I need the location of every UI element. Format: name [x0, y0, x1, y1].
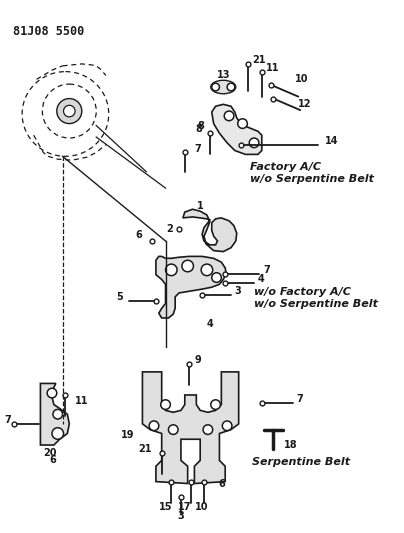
Circle shape	[222, 421, 232, 431]
Text: 18: 18	[284, 440, 297, 450]
Circle shape	[53, 409, 63, 419]
Text: 17: 17	[178, 502, 191, 512]
Text: 7: 7	[264, 265, 270, 275]
Text: 5: 5	[116, 292, 123, 302]
Text: 7: 7	[297, 394, 303, 404]
Text: 3: 3	[235, 286, 242, 296]
Text: 21: 21	[139, 444, 152, 454]
Text: 6: 6	[218, 479, 225, 489]
Text: Serpentine Belt: Serpentine Belt	[252, 457, 350, 466]
Text: 19: 19	[121, 431, 135, 440]
Text: 9: 9	[194, 356, 201, 365]
Text: 7: 7	[5, 415, 12, 425]
Circle shape	[47, 388, 57, 398]
Text: 2: 2	[166, 224, 173, 235]
Circle shape	[203, 425, 213, 434]
Circle shape	[212, 83, 219, 91]
Text: 21: 21	[252, 55, 266, 65]
Text: 12: 12	[298, 99, 312, 109]
Circle shape	[149, 421, 159, 431]
Text: 3: 3	[177, 511, 184, 521]
Text: 8: 8	[195, 124, 202, 134]
Circle shape	[201, 264, 213, 276]
Circle shape	[63, 106, 75, 117]
Circle shape	[161, 400, 170, 409]
Text: 4: 4	[206, 319, 213, 329]
Circle shape	[227, 83, 235, 91]
Circle shape	[182, 260, 194, 272]
Circle shape	[224, 111, 234, 120]
Polygon shape	[183, 209, 237, 252]
Text: 10: 10	[196, 502, 209, 512]
Text: 20: 20	[43, 448, 57, 458]
Text: 81J08 5500: 81J08 5500	[13, 26, 85, 38]
Circle shape	[166, 264, 177, 276]
Text: 6: 6	[50, 455, 56, 465]
Text: 1: 1	[197, 201, 204, 212]
Text: w/o Factory A/C
w/o Serpentine Belt: w/o Factory A/C w/o Serpentine Belt	[254, 287, 378, 309]
Circle shape	[211, 400, 221, 409]
Text: 15: 15	[159, 502, 172, 512]
Text: 11: 11	[265, 63, 279, 73]
Text: 13: 13	[217, 70, 230, 80]
Polygon shape	[40, 383, 69, 445]
Polygon shape	[143, 372, 239, 483]
Text: 7: 7	[194, 143, 201, 154]
Text: 11: 11	[75, 396, 88, 406]
Text: 14: 14	[325, 136, 339, 146]
Text: 10: 10	[295, 74, 308, 84]
Circle shape	[249, 138, 259, 148]
Ellipse shape	[211, 80, 236, 94]
Circle shape	[52, 427, 63, 439]
Polygon shape	[212, 104, 262, 155]
Circle shape	[212, 273, 221, 282]
Circle shape	[168, 425, 178, 434]
Text: 4: 4	[258, 274, 265, 285]
Text: 6: 6	[136, 230, 143, 240]
Text: 8: 8	[197, 120, 204, 131]
Circle shape	[238, 119, 247, 128]
Polygon shape	[156, 256, 226, 318]
Circle shape	[57, 99, 82, 124]
Text: Factory A/C
w/o Serpentine Belt: Factory A/C w/o Serpentine Belt	[250, 162, 374, 184]
